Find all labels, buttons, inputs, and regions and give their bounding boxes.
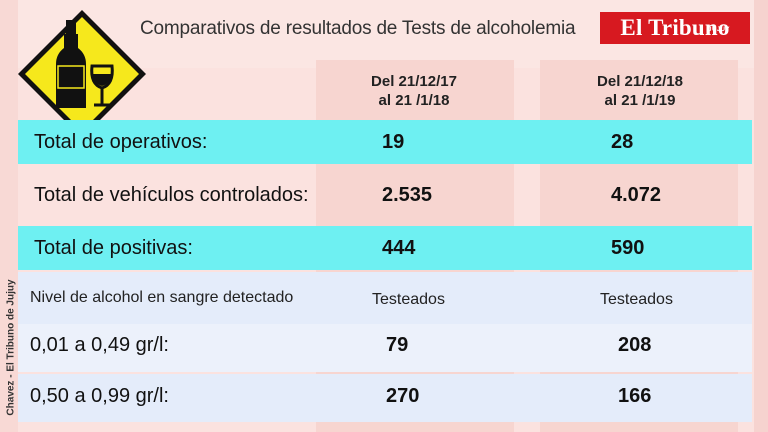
el-tribuno-logo: JUJUY El Tribuno: [600, 12, 750, 44]
row-value-2017: 2.535: [382, 184, 433, 206]
level-label: 0,50 a 0,99 gr/l:: [30, 385, 169, 407]
column-header-2018-line1: Del 21/12/18: [597, 73, 683, 90]
column-header-2017: Del 21/12/17 al 21 /1/18: [314, 72, 514, 110]
row-total-vehiculos: Total de vehículos controlados: 2.535 4.…: [18, 173, 752, 217]
photo-credit: Chavez - El Tribuno de Jujuy: [1, 270, 17, 430]
left-margin: [0, 0, 18, 432]
row-total-positivas: Total de positivas: 444 590: [18, 226, 752, 270]
row-label: Total de vehículos controlados:: [34, 184, 309, 206]
row-value-2018: 590: [611, 237, 645, 259]
row-label: Total de positivas:: [34, 237, 193, 259]
level-row-1: 0,01 a 0,49 gr/l: 79 208: [18, 324, 752, 372]
row-label: Total de operativos:: [34, 131, 208, 153]
level-value-2017: 79: [386, 334, 409, 356]
level-header-row: Nivel de alcohol en sangre detectado Tes…: [18, 272, 752, 324]
row-value-2018: 28: [611, 131, 634, 153]
column-header-2017-line1: Del 21/12/17: [371, 73, 457, 90]
level-value-2018: 208: [618, 334, 652, 356]
level-value-2018: 166: [618, 385, 652, 407]
level-header-col1: Testeados: [372, 291, 445, 308]
bottle-and-glass-warning-icon: [18, 10, 146, 138]
row-value-2017: 444: [382, 237, 416, 259]
row-value-2018: 4.072: [611, 184, 662, 206]
level-header-label: Nivel de alcohol en sangre detectado: [30, 289, 294, 306]
level-label: 0,01 a 0,49 gr/l:: [30, 334, 169, 356]
level-header-col2: Testeados: [600, 291, 673, 308]
right-margin: [754, 0, 768, 432]
logo-text: El Tribuno: [620, 15, 730, 40]
column-header-2018: Del 21/12/18 al 21 /1/19: [540, 72, 740, 110]
row-total-operativos: Total de operativos: 19 28: [18, 120, 752, 164]
column-header-2018-line2: al 21 /1/19: [604, 92, 676, 109]
page-title: Comparativos de resultados de Tests de a…: [140, 18, 576, 39]
level-row-2: 0,50 a 0,99 gr/l: 270 166: [18, 374, 752, 422]
credit-text: Chavez - El Tribuno de Jujuy: [5, 279, 17, 416]
column-header-2017-line2: al 21 /1/18: [378, 92, 450, 109]
row-value-2017: 19: [382, 131, 405, 153]
level-value-2017: 270: [386, 385, 420, 407]
logo-tag: JUJUY: [708, 27, 730, 33]
